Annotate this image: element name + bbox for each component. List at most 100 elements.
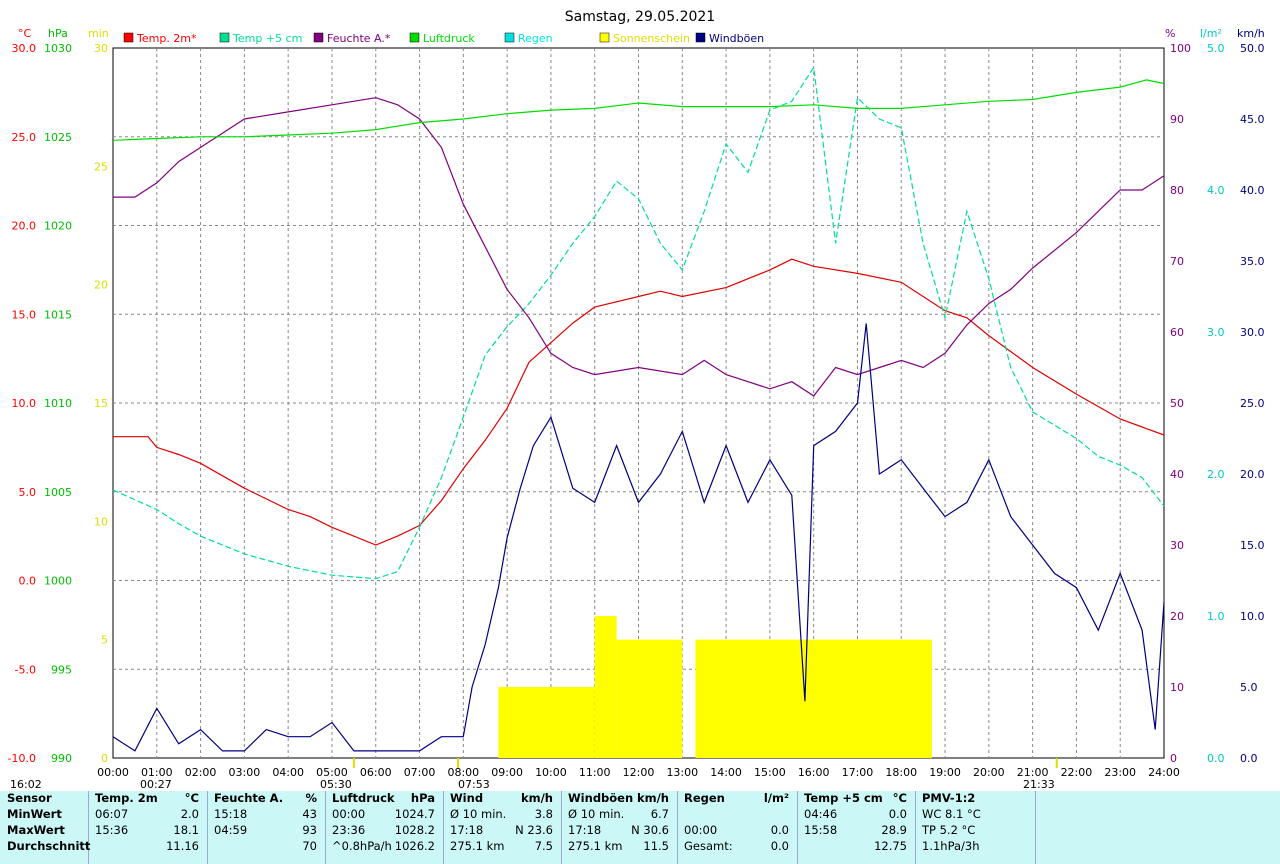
- legend-swatch: [313, 32, 324, 43]
- stats-cell-value: N 30.6: [631, 823, 669, 837]
- stats-cell-value: 2.0: [180, 807, 199, 821]
- legend-swatch: [695, 32, 706, 43]
- stats-unit: hPa: [410, 791, 435, 805]
- wind-tick-label: 10.0: [1240, 610, 1265, 623]
- stats-row-label: MinWert: [7, 807, 62, 821]
- stats-header: Regen: [684, 791, 725, 805]
- stats-header: Temp +5 cm: [804, 791, 883, 805]
- temp-tick-label: 10.0: [12, 397, 37, 410]
- stats-unit: °C: [892, 791, 907, 805]
- stats-column: [797, 791, 916, 864]
- x-tick-label: 07:00: [404, 766, 436, 779]
- stats-cell-value: 1028.2: [394, 823, 435, 837]
- temp-tick-label: 20.0: [12, 220, 37, 233]
- stats-cell-sub: Ø 10 min.: [450, 807, 507, 821]
- stats-cell-sub: Ø 10 min.: [568, 807, 625, 821]
- x-tick-label: 11:00: [579, 766, 611, 779]
- temp-tick-label: -5.0: [15, 663, 36, 676]
- stats-cell-sub: 04:46: [804, 807, 838, 821]
- x-tick-label: 06:00: [360, 766, 392, 779]
- sunshine-bar: [594, 616, 617, 758]
- hum-tick-label: 90: [1170, 113, 1184, 126]
- rain-tick-label: 4.0: [1207, 184, 1225, 197]
- press-tick-label: 995: [51, 663, 72, 676]
- wind-tick-label: 45.0: [1240, 113, 1265, 126]
- stats-header: Wind: [450, 791, 484, 805]
- wind-tick-label: 15.0: [1240, 539, 1265, 552]
- weather-chart: Samstag, 29.05.2021 °C hPa min% l/m² km/h 30.0…: [8, 9, 1265, 791]
- legend-swatch: [123, 32, 134, 43]
- marker-sunrise: 05:30: [320, 778, 352, 791]
- hum-tick-label: 70: [1170, 255, 1184, 268]
- press-tick-label: 1000: [44, 575, 72, 588]
- sun-tick-label: 0: [101, 752, 108, 765]
- legend-label: Sonnenschein: [613, 32, 690, 45]
- chart-title: Samstag, 29.05.2021: [565, 9, 715, 25]
- x-tick-label: 23:00: [1104, 766, 1136, 779]
- stats-column: [207, 791, 326, 864]
- stats-cell-sub: WC 8.1 °C: [922, 807, 981, 821]
- hum-axis-unit: %: [1165, 27, 1175, 40]
- stats-header: Windböen: [568, 791, 634, 805]
- legend-swatch: [409, 32, 420, 43]
- stats-cell-sub: 17:18: [450, 823, 484, 837]
- sun-tick-label: 15: [94, 397, 108, 410]
- legend-label: Feuchte A.*: [327, 32, 391, 45]
- temp-tick-label: 25.0: [12, 131, 37, 144]
- stats-cell-sub: 23:36: [332, 823, 366, 837]
- stats-unit: km/h: [520, 791, 553, 805]
- x-tick-label: 01:00: [141, 766, 173, 779]
- temp-tick-label: 30.0: [12, 42, 37, 55]
- legend-label: Temp. 2m*: [136, 32, 197, 45]
- stats-cell-sub: 15:36: [95, 823, 129, 837]
- series-line-windb-en: [112, 323, 1165, 752]
- x-tick-label: 05:00: [316, 766, 348, 779]
- rain-tick-label: 0.0: [1207, 752, 1225, 765]
- x-tick-label: 18:00: [885, 766, 917, 779]
- legend-swatch: [504, 32, 515, 43]
- hum-tick-label: 0: [1170, 752, 1177, 765]
- marker-moonset: 00:27: [140, 778, 172, 791]
- stats-header: Feuchte A.: [214, 791, 284, 805]
- rain-axis-unit: l/m²: [1200, 27, 1222, 40]
- x-tick-label: 20:00: [973, 766, 1005, 779]
- stats-unit: °C: [184, 791, 199, 805]
- stats-cell-sub: 00:00: [684, 823, 718, 837]
- stats-cell-value: 11.5: [643, 839, 669, 853]
- press-tick-label: 1030: [44, 42, 72, 55]
- stats-column: [88, 791, 208, 864]
- legend-label: Temp +5 cm: [232, 32, 302, 45]
- series-line-luftdruck: [112, 79, 1165, 141]
- stats-column: [443, 791, 562, 864]
- x-tick-label: 13:00: [666, 766, 698, 779]
- stats-cell-sub: 00:00: [332, 807, 366, 821]
- press-tick-label: 1010: [44, 397, 72, 410]
- stats-row-label: Durchschnitt: [7, 839, 91, 853]
- hum-tick-label: 30: [1170, 539, 1184, 552]
- stats-cell-value: N 23.6: [515, 823, 553, 837]
- stats-cell-value: 0.0: [888, 807, 907, 821]
- wind-tick-label: 35.0: [1240, 255, 1265, 268]
- wind-tick-label: 0.0: [1240, 752, 1258, 765]
- legend-swatch: [219, 32, 230, 43]
- x-tick-label: 09:00: [491, 766, 523, 779]
- marker-moonset-2: 21:33: [1023, 778, 1055, 791]
- stats-cell-value: 1026.2: [394, 839, 435, 853]
- x-tick-label: 16:00: [798, 766, 830, 779]
- stats-header: Luftdruck: [332, 791, 395, 805]
- series-line-temp-2m: [113, 258, 1165, 546]
- stats-cell-value: 28.9: [881, 823, 907, 837]
- x-tick-label: 02:00: [185, 766, 217, 779]
- stats-header: Sensor: [7, 791, 52, 805]
- sun-tick-label: 30: [94, 42, 108, 55]
- temp-axis-unit: °C: [18, 27, 32, 40]
- hum-tick-label: 100: [1170, 42, 1191, 55]
- stats-cell-sub: 06:07: [95, 807, 129, 821]
- x-tick-label: 17:00: [842, 766, 874, 779]
- stats-cell-sub: 275.1 km: [450, 839, 505, 853]
- hum-tick-label: 50: [1170, 397, 1184, 410]
- stats-cell-value: 3.8: [534, 807, 553, 821]
- press-tick-label: 1020: [44, 220, 72, 233]
- stats-cell-sub: 17:18: [568, 823, 602, 837]
- stats-column: [915, 791, 1036, 864]
